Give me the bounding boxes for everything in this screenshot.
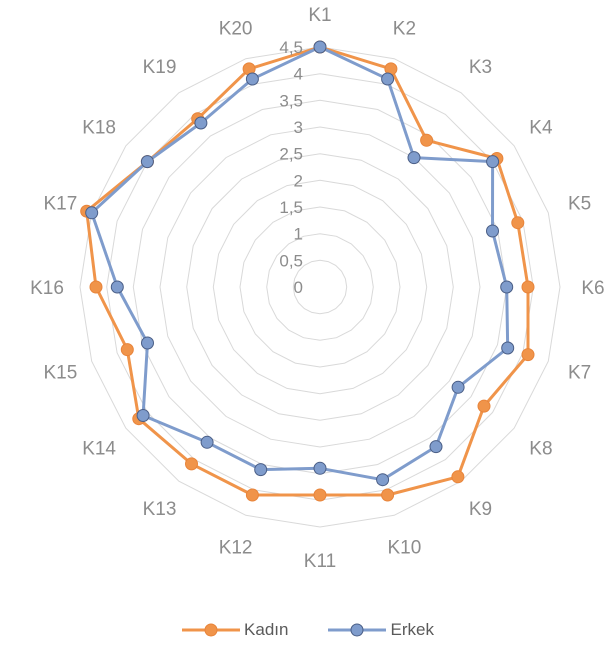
- category-label: K19: [143, 57, 177, 78]
- category-labels: K1 K2 K3 K4 K5 K6 K7 K8 K9 K10 K11 K12 K13 K14 K15 K16 K…: [30, 5, 605, 572]
- category-label: K6: [581, 278, 604, 299]
- tick-label: 2,5: [279, 145, 303, 164]
- data-point-kadin: [89, 280, 103, 294]
- category-label: K16: [30, 278, 64, 299]
- grid-ring: [159, 126, 481, 448]
- data-point-kadin: [420, 133, 434, 147]
- grid-ring: [212, 179, 428, 395]
- tick-label: 0,5: [279, 251, 303, 270]
- data-point-erkek: [429, 440, 443, 454]
- data-point-kadin: [185, 457, 198, 471]
- data-point-erkek: [200, 435, 214, 449]
- tick-label: 2: [294, 171, 303, 190]
- legend-item-erkek: Erkek: [328, 620, 434, 640]
- series-group: [80, 40, 535, 502]
- grid-ring: [106, 73, 534, 501]
- grid-ring: [132, 99, 508, 475]
- category-label: K14: [82, 439, 116, 460]
- data-point-erkek: [313, 40, 327, 54]
- grid-ring: [186, 153, 454, 421]
- category-label: K10: [387, 538, 421, 559]
- data-point-kadin: [477, 399, 491, 413]
- data-point-kadin: [511, 216, 525, 230]
- data-point-erkek: [500, 280, 514, 294]
- category-label: K3: [469, 57, 492, 78]
- category-label: K18: [82, 118, 116, 139]
- data-point-erkek: [141, 336, 154, 350]
- tick-label: 4: [294, 65, 303, 84]
- tick-label: 1,5: [279, 198, 303, 217]
- data-point-kadin: [245, 488, 259, 502]
- data-point-erkek: [245, 72, 259, 86]
- category-label: K7: [568, 362, 591, 383]
- category-label: K17: [43, 194, 77, 215]
- legend-label-erkek: Erkek: [390, 620, 434, 639]
- tick-label: 4,5: [279, 38, 303, 57]
- data-point-erkek: [110, 280, 124, 294]
- category-label: K2: [393, 18, 416, 39]
- data-point-erkek: [254, 463, 268, 477]
- category-label: K12: [219, 538, 253, 559]
- category-label: K20: [219, 18, 253, 39]
- radar-chart: 00,511,522,533,544,5 K1K2K3K4K5K6K7K8K9K…: [30, 5, 605, 572]
- category-label: K1: [308, 5, 331, 26]
- grid-ring: [239, 206, 401, 368]
- series-line-kadin: [85, 45, 530, 497]
- legend-item-kadin: Kadın: [182, 620, 288, 640]
- data-point-kadin: [521, 280, 535, 294]
- data-point-erkek: [451, 380, 465, 394]
- legend-marker-kadin: [182, 623, 241, 637]
- category-label: K13: [143, 499, 177, 520]
- legend-marker-erkek: [328, 623, 387, 637]
- data-point-erkek: [313, 461, 327, 475]
- category-label: K4: [529, 118, 553, 139]
- data-point-kadin: [313, 488, 327, 502]
- data-point-erkek: [486, 155, 500, 169]
- data-point-erkek: [381, 72, 395, 86]
- grid-ring: [79, 46, 561, 528]
- data-point-erkek: [140, 155, 154, 169]
- data-point-erkek: [194, 116, 208, 130]
- data-point-erkek: [407, 151, 421, 165]
- category-label: K8: [529, 439, 552, 460]
- data-point-kadin: [381, 488, 395, 502]
- tick-label: 1: [294, 225, 303, 244]
- category-label: K11: [304, 551, 336, 572]
- legend: Kadın Erkek: [0, 616, 616, 644]
- category-label: K9: [469, 499, 492, 520]
- data-point-erkek: [136, 409, 150, 422]
- data-point-erkek: [501, 341, 515, 355]
- tick-label: 0: [294, 278, 303, 297]
- category-label: K15: [43, 362, 77, 383]
- tick-label: 3: [294, 118, 303, 137]
- data-point-erkek: [486, 224, 499, 238]
- grid-ring: [292, 259, 348, 315]
- grid-ring: [266, 233, 374, 341]
- data-point-kadin: [451, 470, 465, 484]
- data-point-erkek: [85, 206, 99, 220]
- data-point-kadin: [120, 343, 134, 357]
- category-label: K5: [568, 194, 591, 215]
- grid: [79, 46, 561, 528]
- tick-labels: 0 0,5 1 1,5 2 2,5 3 3,5 4 4,5: [279, 38, 303, 297]
- data-point-erkek: [376, 473, 390, 487]
- legend-label-kadin: Kadın: [244, 620, 289, 639]
- data-point-kadin: [521, 348, 535, 362]
- tick-label: 3,5: [279, 91, 303, 110]
